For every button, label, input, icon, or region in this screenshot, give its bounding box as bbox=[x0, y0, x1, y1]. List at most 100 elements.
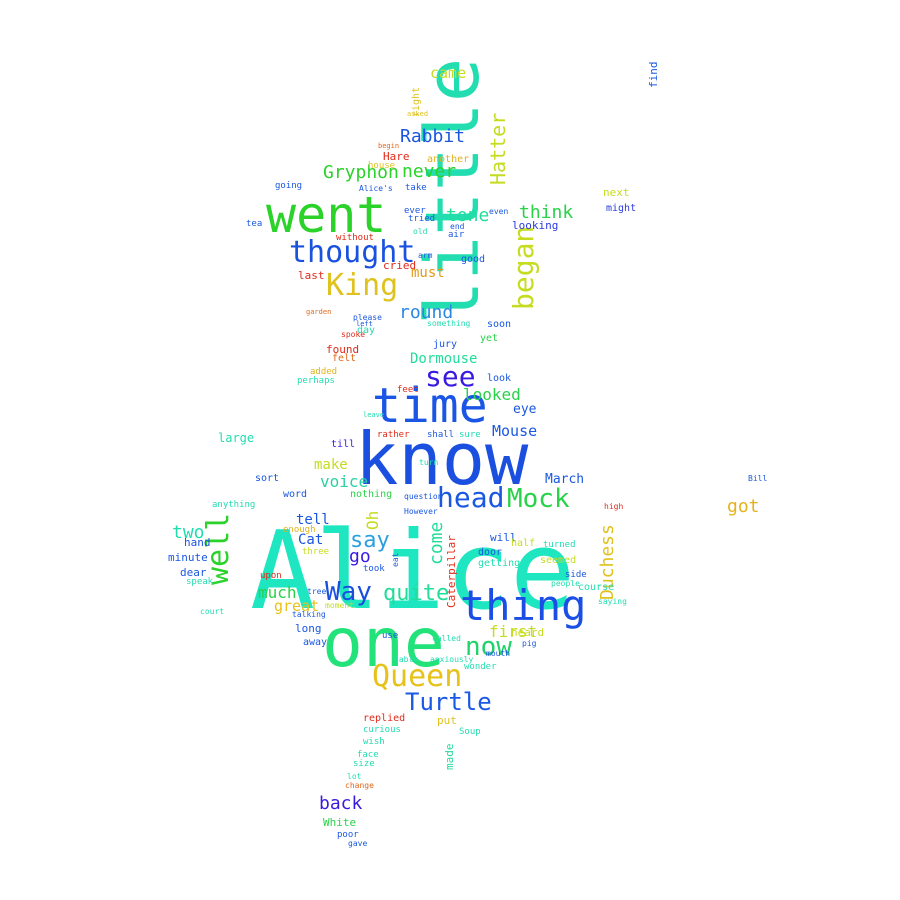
word-table: table bbox=[394, 655, 418, 664]
word-shall: shall bbox=[427, 430, 454, 440]
word-going: going bbox=[275, 181, 302, 191]
word-one: one bbox=[322, 604, 445, 683]
word-put: put bbox=[437, 714, 457, 727]
word-something: something bbox=[427, 319, 471, 328]
word-hare: Hare bbox=[383, 150, 410, 163]
word-word: word bbox=[283, 489, 307, 500]
word-tea: tea bbox=[246, 219, 262, 229]
word-time: time bbox=[372, 378, 488, 434]
word-turned: turned bbox=[543, 540, 576, 550]
word-come: come bbox=[426, 522, 447, 565]
word-large: large bbox=[218, 431, 254, 445]
word-added: added bbox=[310, 367, 337, 377]
word-well: well bbox=[201, 513, 236, 585]
word-good: good bbox=[461, 254, 485, 265]
word-know: know bbox=[355, 417, 529, 501]
word-without: without bbox=[336, 233, 374, 243]
word-however: However bbox=[404, 507, 438, 516]
word-leave: leave bbox=[363, 411, 384, 419]
word-mouth: mouth bbox=[486, 649, 510, 658]
word-three: three bbox=[302, 547, 329, 557]
word-even: even bbox=[489, 207, 508, 216]
word-caterpillar: Caterpillar bbox=[445, 535, 458, 608]
word-upon: upon bbox=[260, 571, 282, 581]
word-head: head bbox=[437, 481, 504, 514]
word-speak: speak bbox=[186, 577, 214, 587]
word-must: must bbox=[411, 265, 445, 281]
word-oh: Oh bbox=[363, 511, 382, 530]
word-way: Way bbox=[325, 577, 372, 607]
word-rabbit: Rabbit bbox=[400, 126, 465, 147]
word-mock: Mock bbox=[507, 484, 570, 514]
word-tree: tree bbox=[307, 587, 326, 596]
word-till: till bbox=[331, 439, 355, 450]
word-wish: wish bbox=[363, 737, 385, 747]
word-duchess: Duchess bbox=[597, 524, 618, 600]
word-round: round bbox=[399, 302, 453, 323]
word-dear: dear bbox=[180, 566, 207, 579]
word-tone: tone bbox=[446, 205, 489, 226]
word-size: size bbox=[353, 759, 375, 769]
word-quite: quite bbox=[383, 581, 449, 606]
word-left: left bbox=[356, 320, 373, 328]
word-anything: anything bbox=[212, 500, 255, 510]
word-found: found bbox=[326, 343, 359, 356]
word-might: might bbox=[606, 203, 636, 214]
word-another: another bbox=[427, 154, 469, 165]
word-find: find bbox=[647, 62, 660, 89]
word-asked: asked bbox=[407, 110, 428, 118]
word-tried: tried bbox=[408, 214, 435, 224]
word-little: little bbox=[410, 58, 496, 325]
word-right: right bbox=[411, 87, 422, 117]
word-old: old bbox=[413, 227, 428, 236]
word-bill: Bill bbox=[748, 474, 767, 483]
word-saying: saying bbox=[598, 597, 627, 606]
word-arm: arm bbox=[418, 251, 433, 260]
word-eat: eat bbox=[391, 552, 400, 567]
word-house: house bbox=[368, 161, 395, 171]
word-began: began bbox=[507, 226, 540, 310]
word-look: look bbox=[487, 373, 511, 384]
word-great: great bbox=[274, 597, 319, 615]
word-looked: looked bbox=[463, 385, 521, 404]
word-high: high bbox=[604, 502, 623, 511]
word-got: got bbox=[727, 496, 760, 517]
word-soup: Soup bbox=[459, 727, 481, 737]
word-sort: sort bbox=[255, 473, 279, 484]
word-hand: hand bbox=[184, 536, 211, 549]
word-took: took bbox=[363, 564, 385, 574]
word-much: much bbox=[258, 583, 297, 602]
word-curious: curious bbox=[363, 725, 401, 735]
word-tell: tell bbox=[296, 512, 330, 528]
word-rather: rather bbox=[377, 430, 410, 440]
word-white: White bbox=[323, 816, 356, 829]
word-court: court bbox=[200, 607, 224, 616]
word-garden: garden bbox=[306, 308, 331, 316]
word-nothing: nothing bbox=[350, 489, 392, 500]
word-queen: Queen bbox=[372, 659, 462, 694]
word-see: see bbox=[425, 360, 476, 393]
word-last: last bbox=[298, 269, 325, 282]
word-dormouse: Dormouse bbox=[410, 351, 477, 367]
word-replied: replied bbox=[363, 713, 405, 724]
word-back: back bbox=[319, 793, 363, 814]
word-enough: enough bbox=[283, 525, 316, 535]
word-turn: turn bbox=[419, 458, 438, 467]
word-gave: gave bbox=[348, 839, 367, 848]
word-next: next bbox=[603, 186, 630, 199]
word-people: people bbox=[551, 579, 580, 588]
word-looking: looking bbox=[512, 219, 558, 232]
word-getting: getting bbox=[478, 558, 520, 569]
word-spoke: spoke bbox=[341, 330, 365, 339]
word-talking: talking bbox=[292, 610, 326, 619]
word-went: went bbox=[266, 186, 386, 244]
word-seemed: seemed bbox=[540, 555, 576, 566]
word-lot: lot bbox=[347, 772, 362, 781]
word-end: end bbox=[450, 222, 465, 231]
word-anxiously: anxiously bbox=[430, 655, 474, 664]
word-away: away bbox=[303, 637, 327, 648]
word-jury: jury bbox=[433, 339, 457, 350]
word-course: course bbox=[578, 582, 614, 593]
word-mouse: Mouse bbox=[492, 422, 537, 440]
word-will: will bbox=[490, 531, 517, 544]
